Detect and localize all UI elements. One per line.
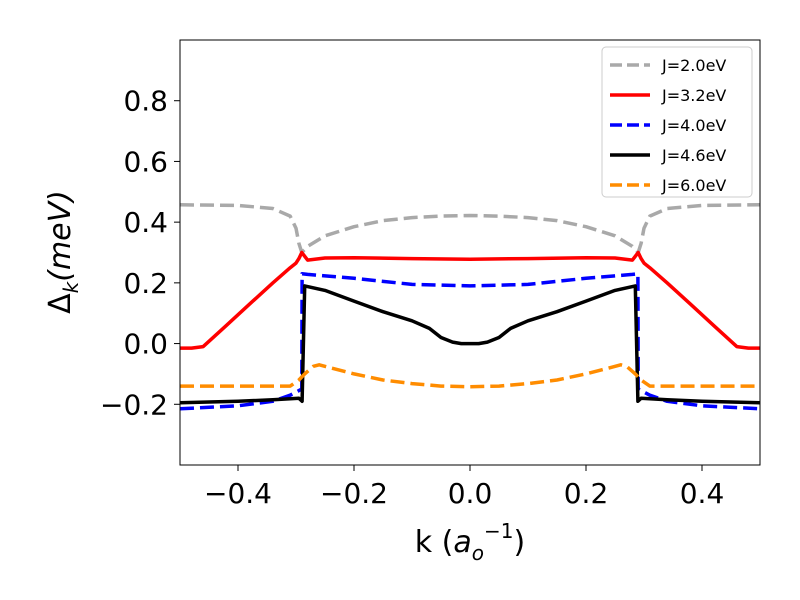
y-axis-title: Δk(meV): [43, 190, 83, 314]
y-tick-label: 0.6: [123, 145, 168, 178]
legend: J=2.0eV J=3.2eV J=4.0eV J=4.6eV J=6.0eV: [601, 46, 753, 198]
series-line-j-2-0ev: [179, 203, 761, 255]
x-axis-title: k (ao−1): [415, 519, 525, 565]
legend-label-j-4-0ev: J=4.0eV: [661, 116, 726, 135]
legend-items: J=2.0eV J=3.2eV J=4.0eV J=4.6eV J=6.0eV: [610, 56, 726, 195]
series-line-j-6-0ev: [180, 363, 760, 389]
x-tick-label: 0.2: [564, 477, 609, 510]
legend-label-j-6-0ev: J=6.0eV: [661, 176, 726, 195]
x-tick-label: 0.0: [448, 477, 493, 510]
series-line-j-4-6ev: [179, 284, 761, 405]
series-layer: [179, 203, 761, 411]
legend-label-j-3-2ev: J=3.2eV: [661, 86, 726, 105]
series-line-j-3-2ev: [180, 250, 760, 350]
x-tick-label: 0.4: [680, 477, 725, 510]
series-line-j-4-0ev: [179, 272, 761, 411]
legend-label-j-4-6ev: J=4.6eV: [661, 146, 726, 165]
y-tick-label: 0.8: [123, 85, 168, 118]
y-tick-label: 0.4: [123, 206, 168, 239]
y-tick-label: −0.2: [100, 388, 168, 421]
legend-box: [601, 46, 753, 198]
x-axis-ticks: −0.4 −0.2 0.0 0.2 0.4: [204, 465, 724, 510]
x-tick-label: −0.2: [320, 477, 388, 510]
y-axis-ticks: −0.2 0.0 0.2 0.4 0.6 0.8: [100, 85, 180, 421]
legend-label-j-2-0ev: J=2.0eV: [661, 56, 726, 75]
y-tick-label: 0.0: [123, 328, 168, 361]
x-tick-label: −0.4: [204, 477, 272, 510]
y-tick-label: 0.2: [123, 267, 168, 300]
